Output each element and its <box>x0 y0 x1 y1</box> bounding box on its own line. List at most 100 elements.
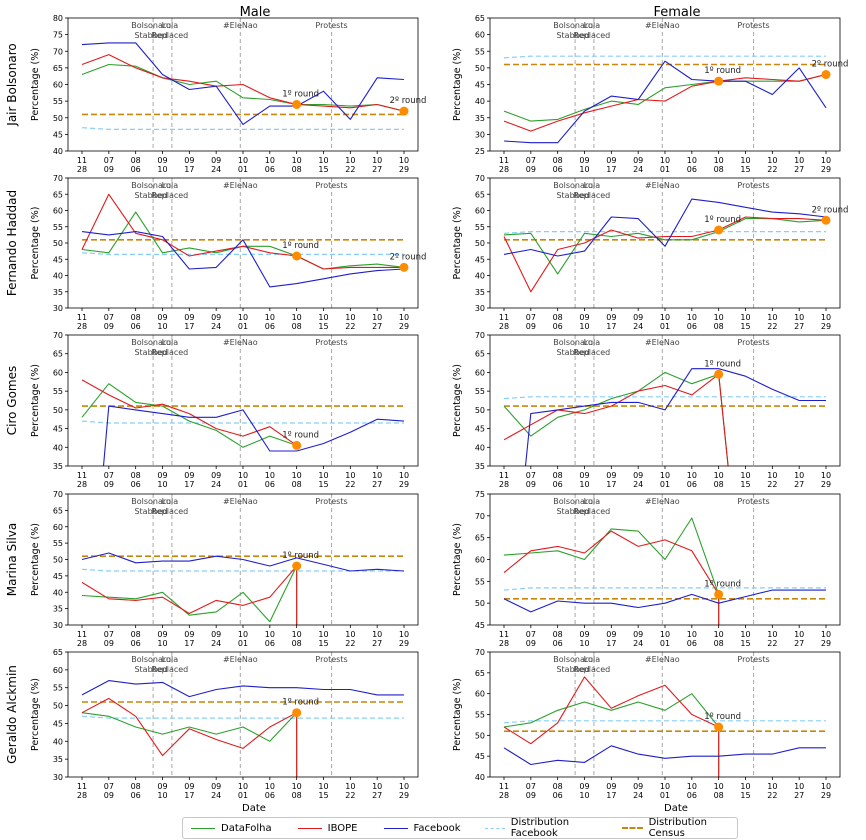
y-tick-label-45: 45 <box>475 752 485 761</box>
y-tick-label-65: 65 <box>475 14 485 23</box>
x-tick-label-10-06: 10 <box>265 782 275 791</box>
event-label-bolsonaro-stabbed: Bolsonaro <box>553 21 593 30</box>
legend-label-ibope: IBOPE <box>327 822 358 834</box>
y-tick-label-60: 60 <box>53 666 63 675</box>
legend-label-distribution-facebook: Distribution Facebook <box>510 817 570 839</box>
x-tick-label-10-22: 22 <box>345 639 355 648</box>
x-tick-label-09-24: 09 <box>633 782 643 791</box>
y-tick-label-50: 50 <box>475 64 485 73</box>
series-line-ibope <box>503 373 729 466</box>
y-tick-label-35: 35 <box>475 462 485 471</box>
y-tick-label-70: 70 <box>53 331 63 340</box>
event-label-lula-replaced: Replaced <box>152 31 189 40</box>
y-tick-label-45: 45 <box>475 81 485 90</box>
series-line-distribution-facebook <box>503 231 826 234</box>
x-tick-label-10-08: 10 <box>714 630 724 639</box>
x-tick-label-11-28: 11 <box>499 471 509 480</box>
x-tick-label-10-27: 27 <box>794 480 804 489</box>
x-tick-label-10-27: 27 <box>372 480 382 489</box>
y-tick-label-60: 60 <box>475 368 485 377</box>
x-tick-label-10-06: 10 <box>687 630 697 639</box>
x-tick-label-09-10: 10 <box>579 165 589 174</box>
series-line-datafolha <box>503 73 827 122</box>
series-line-facebook <box>81 552 405 572</box>
x-tick-label-09-10: 10 <box>157 639 167 648</box>
x-tick-label-09-17: 17 <box>606 639 616 648</box>
x-tick-label-09-10: 09 <box>157 313 167 322</box>
x-tick-label-09-17: 17 <box>184 480 194 489</box>
x-tick-label-10-01: 01 <box>238 322 248 331</box>
x-tick-label-10-29: 29 <box>399 322 409 331</box>
event-label-elenao: #EleNao <box>223 181 258 190</box>
x-tick-label-09-17: 09 <box>606 630 616 639</box>
y-tick-label-60: 60 <box>53 523 63 532</box>
x-tick-label-10-22: 22 <box>767 639 777 648</box>
x-tick-label-10-08: 10 <box>714 471 724 480</box>
x-tick-label-10-15: 10 <box>318 471 328 480</box>
event-label-bolsonaro-stabbed: Stabbed <box>556 31 589 40</box>
series-line-facebook <box>81 42 405 125</box>
x-tick-label-10-22: 10 <box>767 471 777 480</box>
x-tick-label-10-06: 10 <box>687 313 697 322</box>
x-tick-label-10-15: 10 <box>318 313 328 322</box>
series-line-ibope <box>81 565 298 625</box>
legend-label-distribution-census: Distribution Census <box>648 817 707 839</box>
x-tick-label-08-06: 08 <box>131 630 141 639</box>
y-tick-label-50: 50 <box>475 239 485 248</box>
panel-frame-geraldo-alckmin-male <box>67 651 419 778</box>
x-tick-label-10-08: 08 <box>714 322 724 331</box>
y-tick-label-60: 60 <box>53 368 63 377</box>
legend-item-ibope: IBOPE <box>297 822 358 834</box>
series-line-datafolha <box>503 517 720 625</box>
series-line-datafolha <box>81 383 297 448</box>
round-label-1-round: 1º round <box>704 215 741 225</box>
panel-frame-ciro-gomes-female <box>489 334 841 467</box>
x-tick-label-10-27: 27 <box>794 791 804 800</box>
x-tick-label-09-24: 09 <box>633 313 643 322</box>
x-tick-label-11-28: 28 <box>77 639 87 648</box>
x-tick-label-08-06: 08 <box>553 156 563 165</box>
y-tick-label-35: 35 <box>53 755 63 764</box>
x-tick-label-09-17: 09 <box>184 156 194 165</box>
event-label-lula-replaced: Lula <box>584 181 601 190</box>
event-label-elenao: #EleNao <box>223 338 258 347</box>
event-label-bolsonaro-stabbed: Stabbed <box>556 348 589 357</box>
x-tick-label-10-22: 10 <box>345 782 355 791</box>
round-label-1-round: 1º round <box>282 89 319 99</box>
event-label-bolsonaro-stabbed: Stabbed <box>134 191 167 200</box>
legend-swatch-distribution-census <box>622 827 643 829</box>
x-tick-label-10-08: 08 <box>292 165 302 174</box>
x-tick-label-10-08: 10 <box>292 471 302 480</box>
y-axis-label: Percentage (%) <box>30 48 41 121</box>
x-tick-label-10-06: 06 <box>265 165 275 174</box>
x-tick-label-10-06: 10 <box>265 156 275 165</box>
round-marker-1-round <box>292 708 302 718</box>
x-tick-label-09-24: 24 <box>633 791 643 800</box>
x-tick-label-10-27: 10 <box>372 156 382 165</box>
y-tick-label-45: 45 <box>53 572 63 581</box>
y-tick-label-50: 50 <box>475 731 485 740</box>
x-tick-label-09-10: 10 <box>579 791 589 800</box>
x-tick-label-10-08: 10 <box>714 313 724 322</box>
y-tick-label-70: 70 <box>53 490 63 499</box>
x-tick-label-09-10: 10 <box>157 165 167 174</box>
x-tick-label-09-10: 09 <box>157 630 167 639</box>
y-tick-label-70: 70 <box>475 174 485 183</box>
x-tick-label-10-29: 10 <box>399 471 409 480</box>
y-tick-label-40: 40 <box>53 443 63 452</box>
x-tick-label-10-29: 10 <box>821 471 831 480</box>
panel-plot-area-fernando-haddad-female <box>503 198 827 293</box>
x-tick-label-10-29: 10 <box>399 156 409 165</box>
y-tick-label-45: 45 <box>53 719 63 728</box>
x-tick-label-10-01: 01 <box>660 480 670 489</box>
series-line-datafolha <box>81 712 298 777</box>
round-marker-2-round <box>399 106 409 116</box>
x-tick-label-07-09: 09 <box>104 791 114 800</box>
y-tick-label-60: 60 <box>475 31 485 40</box>
y-tick-label-40: 40 <box>53 737 63 746</box>
event-label-lula-replaced: Lula <box>162 21 179 30</box>
x-tick-label-10-06: 10 <box>265 630 275 639</box>
event-label-elenao: #EleNao <box>645 21 680 30</box>
x-tick-label-07-09: 07 <box>526 313 536 322</box>
